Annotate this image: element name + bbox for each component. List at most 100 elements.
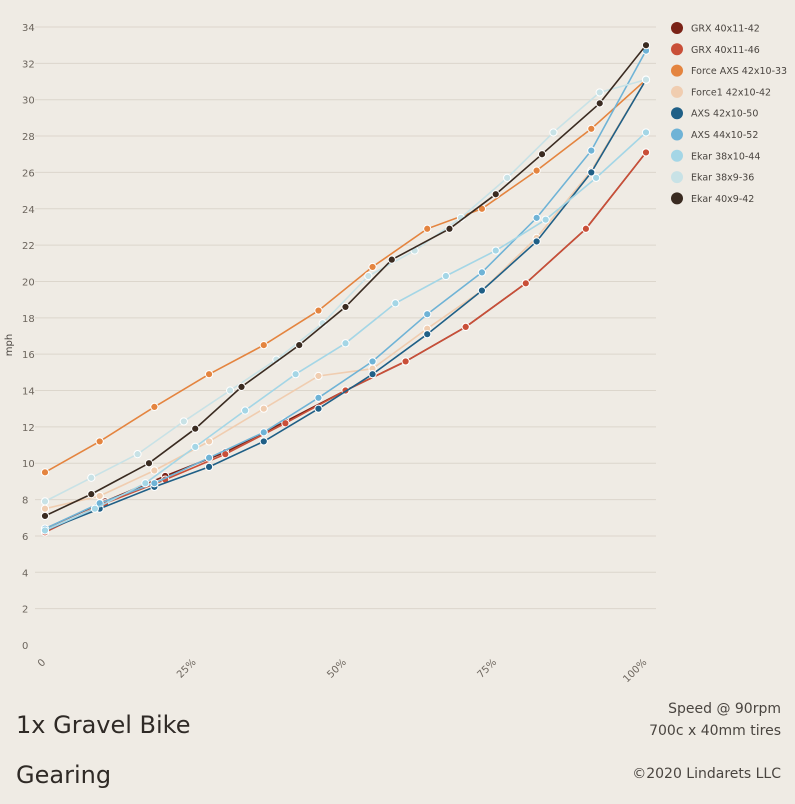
legend-marker	[671, 128, 683, 141]
data-point	[549, 128, 558, 137]
data-point	[341, 339, 350, 348]
data-point	[491, 246, 500, 255]
legend-marker	[671, 43, 683, 56]
data-point	[364, 271, 373, 281]
data-point	[503, 173, 512, 182]
data-point	[259, 404, 268, 413]
data-point	[532, 166, 541, 175]
data-point	[581, 224, 591, 233]
data-point	[179, 417, 188, 426]
data-point	[423, 224, 432, 233]
series-line	[44, 44, 647, 517]
series-line	[44, 79, 647, 473]
data-point	[491, 190, 500, 199]
x-tick-label: 100%	[621, 657, 649, 685]
legend-label: Ekar 38x10-44	[691, 151, 760, 162]
data-point	[150, 402, 159, 411]
y-tick-label: 18	[22, 314, 35, 325]
y-tick-label: 12	[22, 423, 35, 434]
data-point	[191, 442, 200, 451]
legend-label: Force1 42x10-42	[691, 87, 771, 98]
data-point	[423, 310, 432, 319]
data-point	[391, 299, 400, 308]
data-point	[314, 306, 323, 315]
data-point	[537, 150, 547, 159]
data-point	[144, 459, 154, 468]
x-tick-label: 0	[36, 657, 48, 669]
y-tick-label: 0	[22, 641, 28, 652]
series-line	[44, 79, 647, 532]
y-tick-label: 28	[22, 132, 35, 143]
y-tick-label: 4	[22, 568, 28, 579]
chart-title-line-2: Gearing	[16, 761, 112, 789]
y-tick-label: 22	[22, 241, 35, 252]
data-point	[641, 41, 651, 50]
data-point	[40, 504, 50, 513]
legend-label: AXS 44x10-52	[691, 130, 758, 141]
legend-marker	[671, 107, 683, 120]
data-point	[40, 526, 50, 535]
data-point	[368, 262, 377, 272]
data-point	[595, 99, 604, 108]
legend-label: Force AXS 42x10-33	[691, 66, 787, 77]
data-point	[141, 479, 150, 488]
legend-label: Ekar 40x9-42	[691, 194, 754, 205]
data-point	[87, 490, 96, 499]
data-point	[341, 302, 350, 312]
legend-label: GRX 40x11-42	[691, 24, 760, 35]
y-axis-label: mph	[4, 334, 15, 356]
legend-label: AXS 42x10-50	[691, 109, 758, 120]
data-point	[532, 237, 541, 246]
y-tick-label: 10	[22, 459, 35, 470]
y-tick-label: 20	[22, 277, 35, 288]
x-tick-label: 75%	[476, 657, 500, 681]
legend-marker	[671, 64, 683, 77]
data-point	[40, 497, 50, 506]
data-point	[641, 148, 651, 157]
data-point	[150, 479, 159, 488]
data-point	[587, 146, 596, 155]
data-point	[281, 419, 290, 428]
data-point	[461, 322, 470, 332]
legend-marker	[671, 85, 683, 98]
y-tick-label: 14	[22, 387, 35, 398]
data-point	[259, 428, 268, 437]
chart-subtitle-line-1: Speed @ 90rpm	[668, 701, 781, 717]
legend-marker	[671, 149, 683, 162]
data-point	[95, 437, 104, 446]
legend-label: GRX 40x11-46	[691, 45, 760, 56]
y-tick-label: 34	[22, 23, 35, 34]
y-tick-label: 6	[22, 532, 28, 543]
data-point	[226, 386, 235, 395]
chart-subtitle: Speed @ 90rpm 700c x 40mm tires	[649, 698, 781, 742]
chart-title-line-1: 1x Gravel Bike	[16, 711, 191, 739]
data-point	[401, 357, 410, 366]
data-point	[587, 124, 596, 133]
x-tick-label: 25%	[175, 657, 199, 681]
data-point	[521, 279, 530, 288]
data-point	[314, 393, 323, 402]
data-point	[87, 473, 96, 482]
data-point	[587, 168, 596, 177]
legend-marker	[671, 171, 683, 184]
data-point	[204, 370, 214, 379]
data-point	[314, 371, 323, 381]
data-point	[291, 370, 300, 379]
data-point	[368, 357, 377, 366]
data-point	[314, 404, 323, 413]
data-point	[295, 340, 304, 350]
data-point	[441, 271, 450, 281]
y-tick-label: 26	[22, 168, 35, 179]
data-point	[368, 370, 377, 379]
chart-title: 1x Gravel Bike Gearing	[16, 700, 190, 800]
series-line	[44, 79, 647, 510]
legend-label: Ekar 38x9-36	[691, 173, 754, 184]
data-point	[541, 215, 550, 224]
data-point	[133, 450, 142, 459]
y-tick-label: 8	[22, 496, 28, 507]
data-point	[477, 268, 487, 277]
data-point	[532, 213, 541, 222]
data-point	[445, 224, 454, 233]
data-point	[40, 468, 50, 477]
